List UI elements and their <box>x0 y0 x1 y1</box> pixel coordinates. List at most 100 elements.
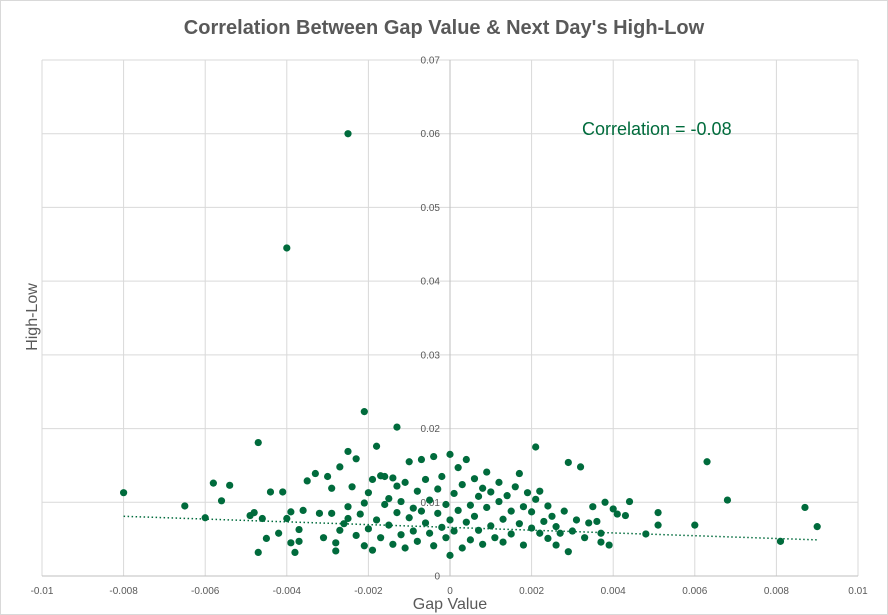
data-point <box>483 503 491 512</box>
data-point <box>344 514 352 523</box>
data-point <box>446 450 454 458</box>
data-point <box>536 487 544 495</box>
data-point <box>528 524 536 532</box>
x-tick-label: 0.01 <box>848 586 868 597</box>
y-tick-label: 0 <box>434 572 440 583</box>
data-point <box>564 548 572 556</box>
data-point <box>654 509 662 517</box>
data-point <box>352 455 360 463</box>
y-tick-label: 0.02 <box>421 424 441 435</box>
data-point <box>336 526 344 534</box>
data-point <box>519 541 528 549</box>
x-tick-label: -0.01 <box>31 586 54 597</box>
data-point <box>201 514 209 522</box>
data-point <box>462 518 470 526</box>
data-point <box>181 502 189 510</box>
data-point <box>528 508 536 516</box>
data-point <box>568 527 577 535</box>
data-point <box>262 534 270 543</box>
x-tick-label: -0.002 <box>354 586 383 597</box>
x-tick-label: 0.002 <box>519 586 544 597</box>
data-point <box>421 475 430 484</box>
data-point <box>287 508 295 516</box>
x-tick-label: -0.008 <box>109 586 138 597</box>
data-point <box>364 489 372 497</box>
data-point <box>532 495 540 503</box>
data-point <box>409 504 417 512</box>
data-point <box>266 488 275 496</box>
data-point <box>479 484 487 492</box>
data-point <box>372 442 381 450</box>
data-point <box>250 509 258 517</box>
data-point <box>597 529 605 537</box>
x-tick-label: -0.004 <box>273 586 302 597</box>
data-point <box>344 503 352 511</box>
data-point <box>372 516 381 524</box>
data-point <box>385 495 393 503</box>
data-point <box>511 483 519 491</box>
data-point <box>495 478 503 486</box>
data-point <box>474 492 483 500</box>
data-point <box>479 540 487 548</box>
data-point <box>360 542 368 550</box>
data-point <box>470 512 479 520</box>
data-point <box>523 489 532 497</box>
data-point <box>430 452 438 461</box>
data-point <box>654 521 662 529</box>
data-point <box>409 527 417 535</box>
data-point <box>609 505 617 513</box>
data-point <box>295 537 303 545</box>
data-point <box>442 500 450 509</box>
data-point <box>642 530 650 538</box>
gridlines <box>41 59 859 577</box>
data-point <box>279 488 287 496</box>
data-point <box>621 511 630 520</box>
data-point <box>389 474 397 482</box>
data-point <box>340 520 348 528</box>
data-point <box>120 489 128 497</box>
data-point <box>605 541 613 549</box>
data-point <box>332 547 340 555</box>
data-point <box>299 506 307 514</box>
data-point <box>601 498 609 506</box>
data-point <box>499 515 507 523</box>
data-point <box>401 478 409 486</box>
data-point <box>291 548 299 557</box>
data-point <box>315 509 324 517</box>
data-point <box>519 503 528 511</box>
data-point <box>466 501 474 509</box>
data-point <box>540 517 548 526</box>
data-point <box>385 521 393 529</box>
data-point <box>691 521 699 529</box>
data-points <box>120 130 821 559</box>
data-point <box>426 529 434 537</box>
data-point <box>515 520 523 528</box>
data-point <box>613 510 621 518</box>
data-point <box>544 534 552 543</box>
data-point <box>405 514 413 522</box>
data-point <box>389 540 397 548</box>
data-point <box>336 463 344 471</box>
data-point <box>503 492 511 500</box>
data-point <box>319 534 328 542</box>
data-point <box>438 472 446 481</box>
data-point <box>801 503 809 512</box>
y-tick-label: 0.07 <box>421 56 441 67</box>
data-point <box>548 512 556 520</box>
data-point <box>589 503 597 511</box>
data-point <box>434 485 442 493</box>
data-point <box>368 546 377 554</box>
data-point <box>442 534 450 542</box>
data-point <box>295 525 303 534</box>
data-point <box>311 469 319 478</box>
data-point <box>723 496 732 504</box>
data-point <box>332 539 340 547</box>
data-point <box>283 514 291 523</box>
data-point <box>597 538 605 546</box>
y-axis-title: High-Low <box>24 283 41 351</box>
tick-labels: -0.01 -0.008 -0.006 -0.004 -0.002 0 0.002 0.004… <box>31 56 869 598</box>
data-point <box>417 455 426 464</box>
data-point <box>450 527 458 535</box>
data-point <box>283 244 291 252</box>
